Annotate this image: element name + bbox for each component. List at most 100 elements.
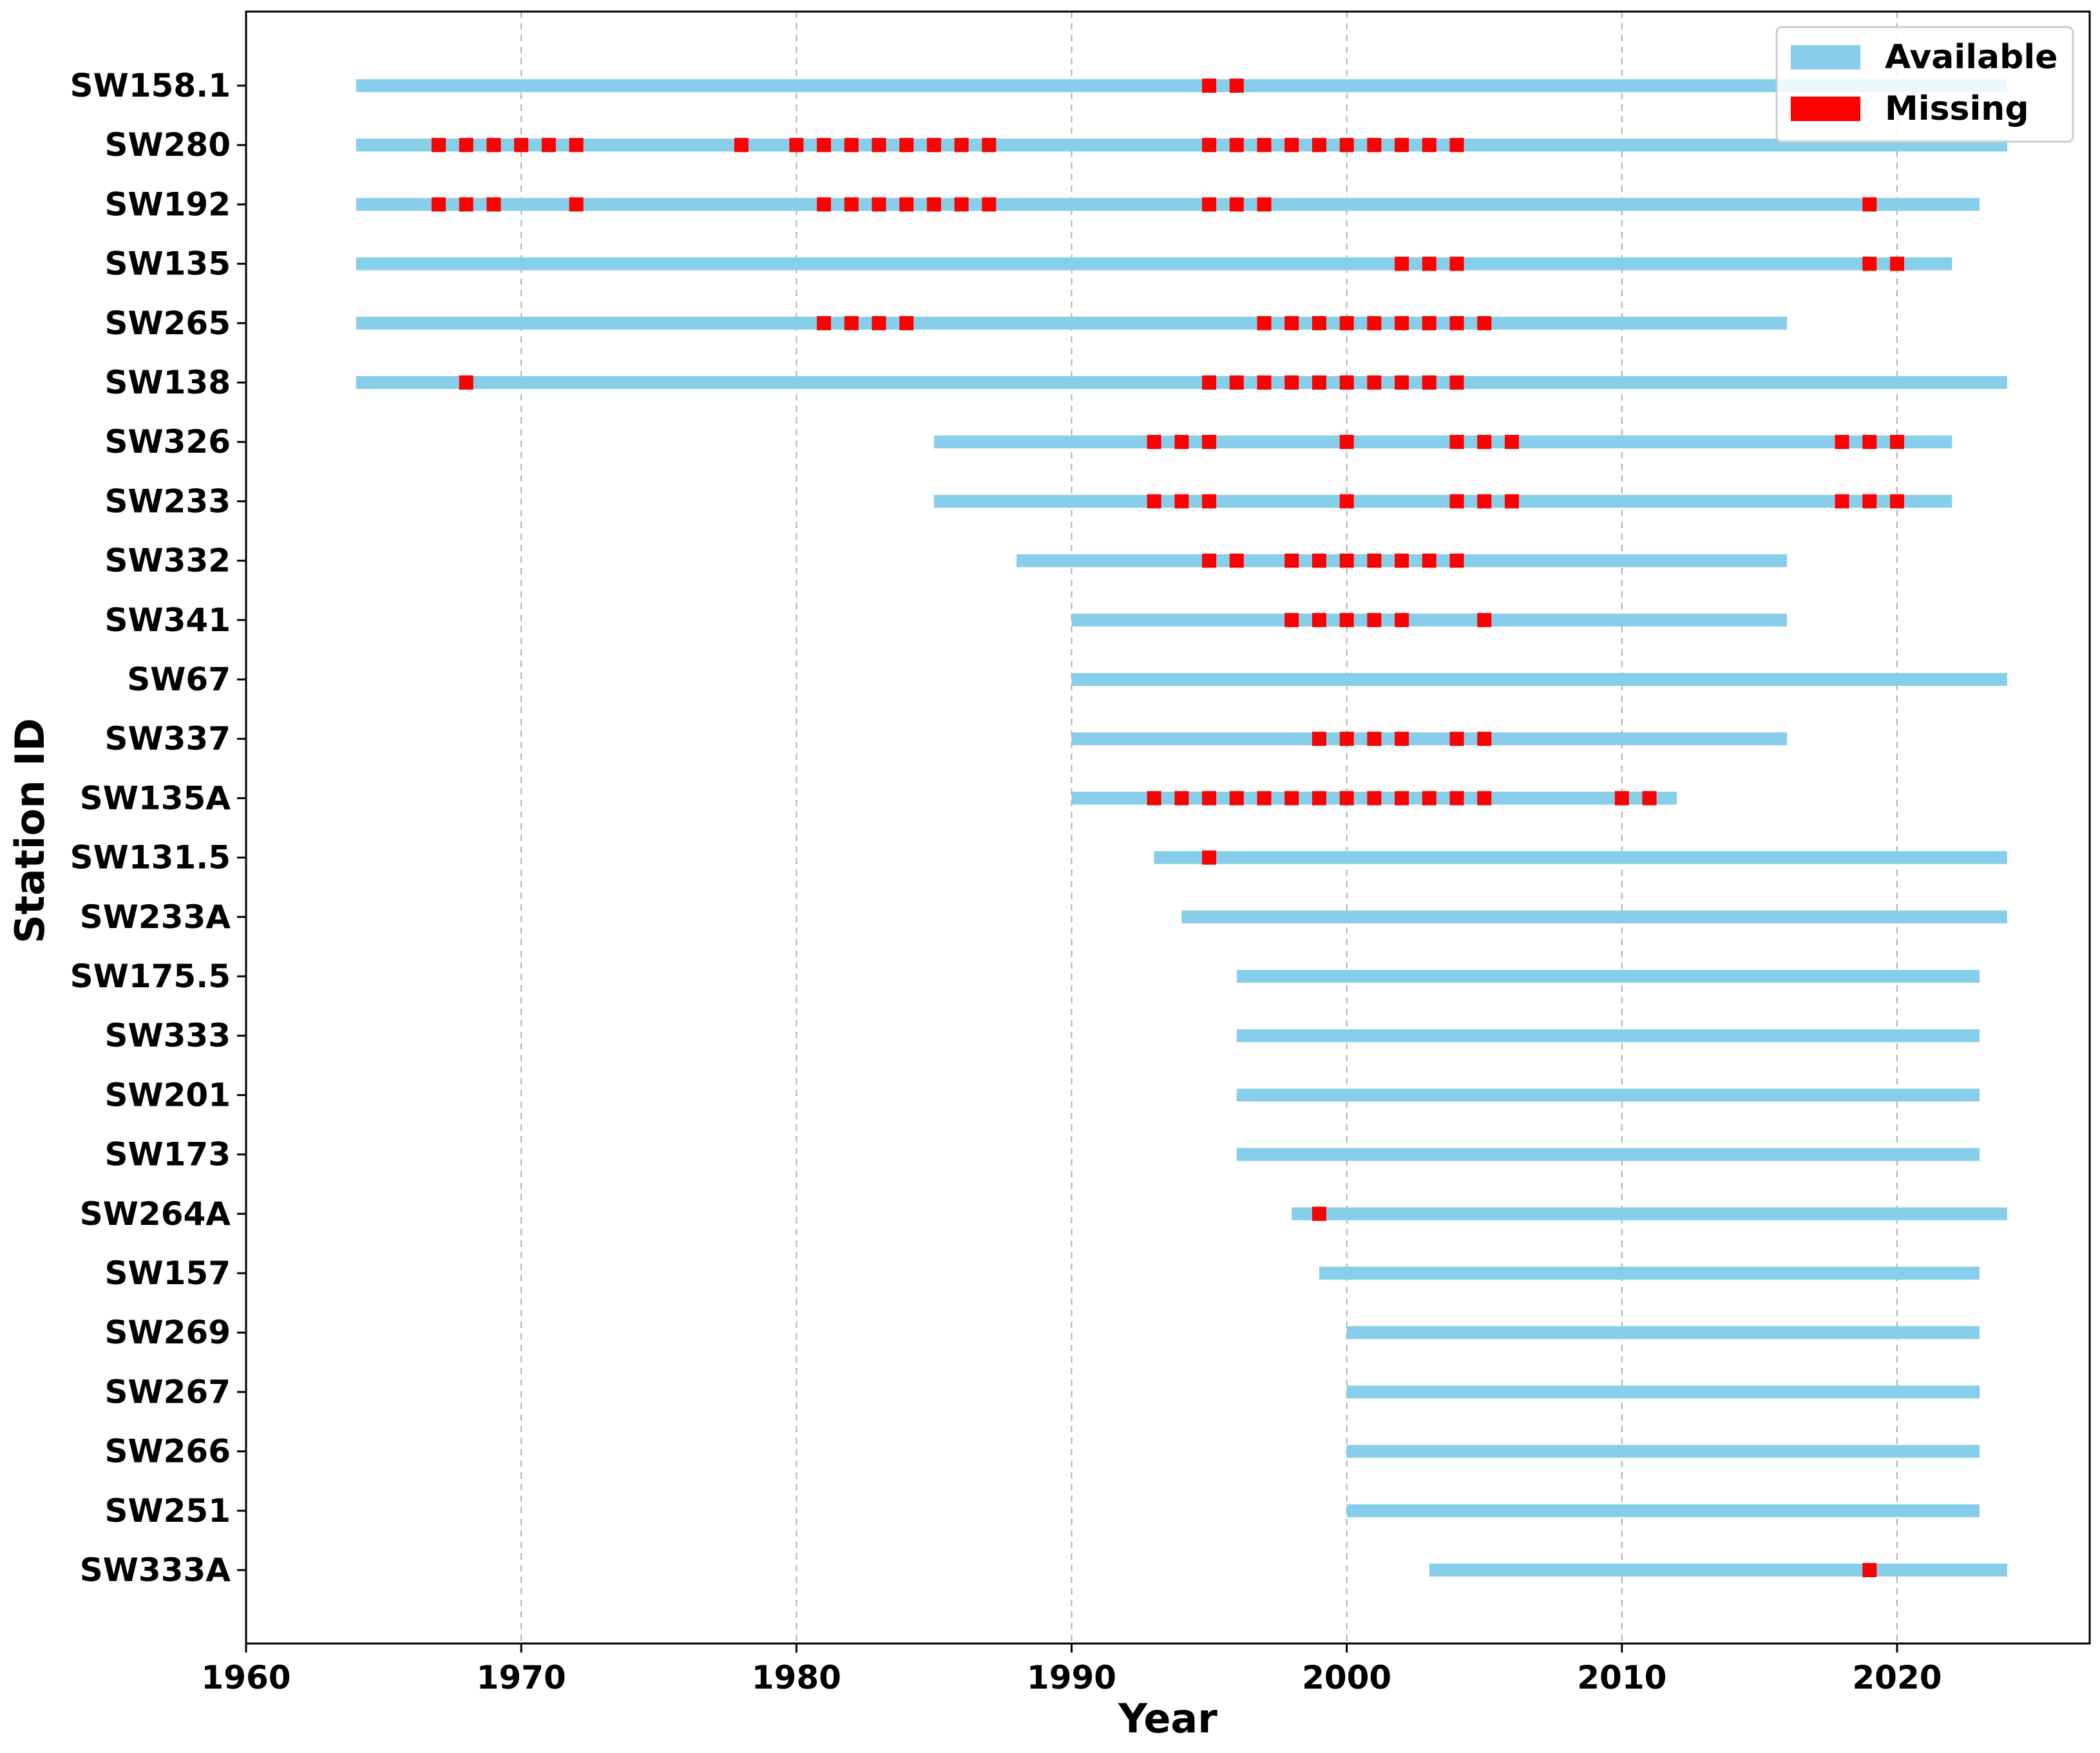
missing-marker-sw341-2001 — [1367, 612, 1382, 627]
legend-swatch-missing — [1791, 97, 1860, 121]
available-bar-sw135 — [356, 257, 1952, 270]
y-tick-label-sw333a: SW333A — [80, 1551, 231, 1589]
missing-marker-sw265-2002 — [1395, 316, 1409, 330]
x-tick-label-2000: 2000 — [1302, 1659, 1391, 1696]
missing-marker-sw326-1995 — [1202, 435, 1217, 450]
missing-marker-sw192-1984 — [899, 197, 914, 212]
y-tick-label-sw173: SW173 — [104, 1136, 231, 1173]
available-bar-sw175-5 — [1236, 970, 1980, 983]
x-tick-label-2020: 2020 — [1852, 1659, 1942, 1696]
missing-marker-sw326-2020 — [1889, 435, 1904, 450]
missing-marker-sw192-1981 — [817, 197, 832, 212]
missing-marker-sw337-2002 — [1395, 732, 1409, 746]
available-bar-sw157 — [1319, 1267, 1980, 1280]
missing-marker-sw280-1982 — [844, 138, 859, 153]
missing-marker-sw135a-1995 — [1202, 791, 1217, 806]
missing-marker-sw280-1981 — [817, 138, 832, 153]
y-tick-label-sw158-1: SW158.1 — [70, 67, 231, 104]
missing-marker-sw233-2004 — [1449, 494, 1464, 509]
y-tick-label-sw337: SW337 — [104, 720, 231, 757]
missing-marker-sw332-1999 — [1312, 553, 1326, 568]
y-tick-label-sw280: SW280 — [104, 126, 231, 164]
missing-marker-sw280-1995 — [1202, 138, 1217, 153]
available-bar-sw173 — [1236, 1148, 1980, 1161]
missing-marker-sw280-1987 — [982, 138, 997, 153]
missing-marker-sw280-1980 — [789, 138, 804, 153]
missing-marker-sw280-1978 — [734, 138, 749, 153]
missing-marker-sw192-1972 — [569, 197, 584, 212]
missing-marker-sw280-1969 — [486, 138, 501, 153]
y-tick-label-sw138: SW138 — [104, 364, 231, 401]
available-bar-sw264a — [1292, 1207, 2007, 1220]
missing-marker-sw233-1995 — [1202, 494, 1217, 509]
missing-marker-sw233-2019 — [1862, 494, 1877, 509]
missing-marker-sw341-2002 — [1395, 612, 1409, 627]
x-tick-label-2010: 2010 — [1577, 1659, 1666, 1696]
y-tick-label-sw192: SW192 — [104, 185, 231, 223]
missing-marker-sw326-2006 — [1504, 435, 1519, 450]
available-bar-sw341 — [1071, 613, 1788, 627]
y-tick-label-sw233: SW233 — [104, 482, 231, 520]
missing-marker-sw280-1968 — [459, 138, 473, 153]
missing-marker-sw265-1998 — [1284, 316, 1299, 330]
missing-marker-sw337-2004 — [1449, 732, 1464, 746]
missing-marker-sw135a-2005 — [1477, 791, 1492, 806]
missing-marker-sw332-2002 — [1395, 553, 1409, 568]
missing-marker-sw135a-2000 — [1339, 791, 1354, 806]
x-tick-layer: 1960 1970 1980 1990 2000 2010 2020 — [201, 1644, 1942, 1696]
missing-marker-sw337-2005 — [1477, 732, 1492, 746]
missing-marker-sw135a-1999 — [1312, 791, 1326, 806]
x-tick-label-1990: 1990 — [1027, 1659, 1116, 1696]
missing-marker-sw135a-2011 — [1642, 791, 1657, 806]
y-tick-label-sw269: SW269 — [104, 1314, 231, 1351]
missing-marker-sw326-2000 — [1339, 435, 1354, 450]
missing-marker-sw135-2004 — [1449, 256, 1464, 271]
available-bar-sw233 — [933, 495, 1952, 508]
missing-marker-sw326-2005 — [1477, 435, 1492, 450]
y-tick-label-sw135: SW135 — [104, 245, 231, 283]
missing-marker-sw326-2018 — [1835, 435, 1849, 450]
missing-marker-sw332-2003 — [1422, 553, 1437, 568]
missing-marker-sw280-1984 — [899, 138, 914, 153]
missing-marker-sw265-1984 — [899, 316, 914, 330]
missing-marker-sw138-2001 — [1367, 375, 1382, 390]
missing-marker-sw265-1981 — [817, 316, 832, 330]
available-bar-sw201 — [1236, 1088, 1980, 1102]
missing-marker-sw280-1972 — [569, 138, 584, 153]
missing-marker-sw280-1967 — [432, 138, 446, 153]
missing-marker-sw280-1983 — [872, 138, 886, 153]
x-tick-label-1980: 1980 — [752, 1659, 841, 1696]
y-tick-label-sw67: SW67 — [127, 661, 231, 698]
missing-marker-sw341-2005 — [1477, 612, 1492, 627]
missing-marker-sw138-2003 — [1422, 375, 1437, 390]
available-bar-sw326 — [933, 435, 1952, 449]
missing-marker-sw341-1998 — [1284, 612, 1299, 627]
missing-marker-sw333a-2019 — [1862, 1563, 1877, 1577]
missing-layer — [432, 79, 1904, 1577]
available-bar-sw138 — [356, 376, 2007, 389]
missing-marker-sw233-1993 — [1147, 494, 1161, 509]
available-bar-sw131-5 — [1154, 851, 2007, 864]
missing-marker-sw158-1-1996 — [1229, 79, 1244, 93]
available-bar-sw233a — [1181, 910, 2007, 924]
missing-marker-sw280-1996 — [1229, 138, 1244, 153]
missing-marker-sw326-2019 — [1862, 435, 1877, 450]
available-bar-sw158-1 — [356, 79, 2007, 92]
missing-marker-sw233-2006 — [1504, 494, 1519, 509]
x-tick-label-1960: 1960 — [201, 1659, 291, 1696]
missing-marker-sw233-2020 — [1889, 494, 1904, 509]
legend-label-missing: Missing — [1885, 90, 2029, 128]
missing-marker-sw135a-1994 — [1174, 791, 1189, 806]
y-tick-label-sw157: SW157 — [104, 1255, 231, 1292]
available-bar-sw67 — [1071, 673, 2007, 686]
missing-marker-sw192-1995 — [1202, 197, 1217, 212]
missing-marker-sw192-1969 — [486, 197, 501, 212]
missing-marker-sw265-1982 — [844, 316, 859, 330]
y-tick-label-sw267: SW267 — [104, 1373, 231, 1410]
available-bar-sw269 — [1346, 1326, 1980, 1340]
available-bar-sw251 — [1346, 1504, 1980, 1517]
y-tick-label-sw264a: SW264A — [80, 1195, 231, 1233]
missing-marker-sw233-2000 — [1339, 494, 1354, 509]
